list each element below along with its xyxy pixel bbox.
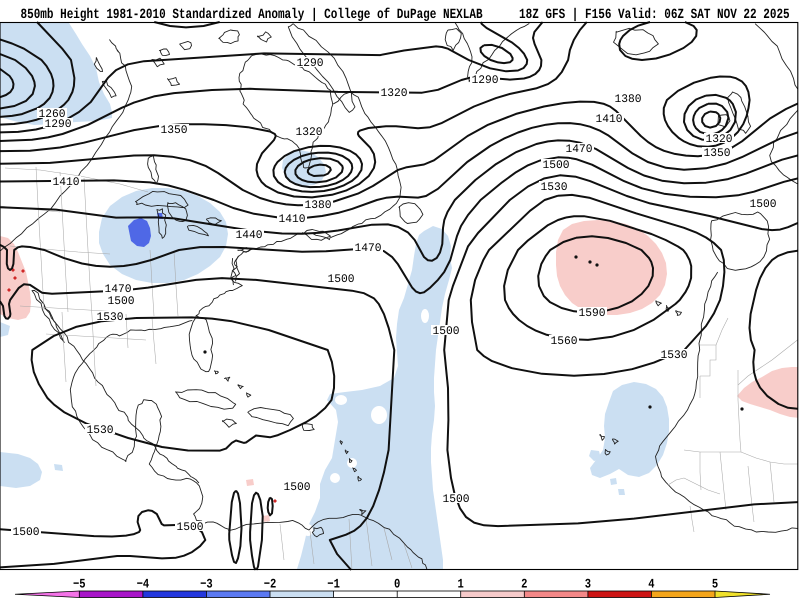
svg-text:−5: −5 xyxy=(73,578,86,593)
svg-text:1500: 1500 xyxy=(284,481,311,494)
svg-text:1290: 1290 xyxy=(297,57,324,70)
svg-text:1530: 1530 xyxy=(661,349,688,362)
svg-text:1470: 1470 xyxy=(105,283,132,296)
svg-text:1350: 1350 xyxy=(704,147,731,160)
svg-text:1380: 1380 xyxy=(305,199,332,212)
svg-text:−3: −3 xyxy=(200,578,213,593)
svg-text:−4: −4 xyxy=(137,578,150,593)
svg-text:4: 4 xyxy=(648,578,654,593)
svg-text:1530: 1530 xyxy=(97,311,124,324)
svg-text:0: 0 xyxy=(394,578,400,593)
svg-text:1290: 1290 xyxy=(45,118,72,131)
svg-text:1: 1 xyxy=(458,578,464,593)
svg-text:1320: 1320 xyxy=(706,133,733,146)
svg-text:1530: 1530 xyxy=(87,424,114,437)
svg-text:1560: 1560 xyxy=(551,335,578,348)
svg-text:−1: −1 xyxy=(327,578,340,593)
svg-text:1500: 1500 xyxy=(433,325,460,338)
svg-text:1500: 1500 xyxy=(328,273,355,286)
svg-text:1470: 1470 xyxy=(566,143,593,156)
svg-text:18Z GFS | F156 Valid: 06Z SAT: 18Z GFS | F156 Valid: 06Z SAT NOV 22 202… xyxy=(519,8,790,23)
svg-text:1380: 1380 xyxy=(615,93,642,106)
svg-text:−2: −2 xyxy=(264,578,277,593)
svg-text:1500: 1500 xyxy=(13,526,40,539)
svg-text:1410: 1410 xyxy=(53,176,80,189)
svg-text:1500: 1500 xyxy=(443,493,470,506)
svg-text:1530: 1530 xyxy=(541,181,568,194)
svg-text:1470: 1470 xyxy=(355,242,382,255)
svg-text:850mb Height 1981-2010 Standar: 850mb Height 1981-2010 Standardized Anom… xyxy=(21,6,483,23)
svg-text:1590: 1590 xyxy=(579,307,606,320)
svg-text:1500: 1500 xyxy=(177,521,204,534)
svg-text:1350: 1350 xyxy=(161,124,188,137)
svg-text:1320: 1320 xyxy=(296,126,323,139)
svg-text:1500: 1500 xyxy=(543,159,570,172)
svg-text:1290: 1290 xyxy=(472,74,499,87)
svg-text:1500: 1500 xyxy=(750,198,777,211)
svg-text:1260: 1260 xyxy=(39,108,66,121)
svg-text:1500: 1500 xyxy=(108,295,135,308)
svg-text:1410: 1410 xyxy=(279,213,306,226)
svg-text:1440: 1440 xyxy=(236,229,263,242)
svg-text:5: 5 xyxy=(712,578,718,593)
svg-text:1320: 1320 xyxy=(381,87,408,100)
svg-text:2: 2 xyxy=(521,578,527,593)
svg-text:3: 3 xyxy=(585,578,591,593)
svg-text:1410: 1410 xyxy=(596,113,623,126)
